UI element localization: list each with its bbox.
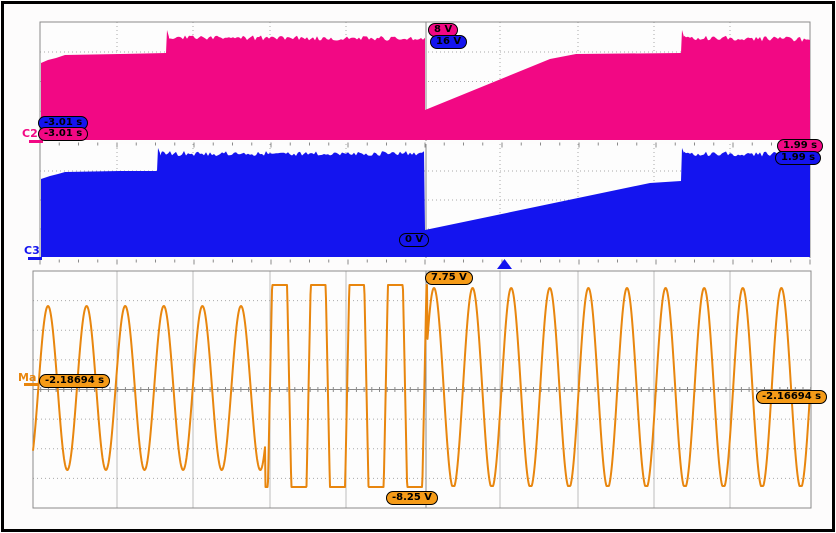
c2-waveform — [41, 30, 810, 140]
c3-position-marker[interactable] — [28, 257, 42, 260]
c3-right-time-badge[interactable]: 1.99 s — [775, 151, 822, 165]
math-right-time-badge[interactable]: -2.16694 s — [756, 390, 828, 404]
channel-label-c2[interactable]: C2 — [22, 127, 38, 140]
trigger-marker-icon — [497, 259, 512, 269]
c3-level-badge[interactable]: 16 V — [430, 35, 468, 49]
math-waveform — [32, 284, 811, 488]
math-clip-high-badge[interactable]: 7.75 V — [425, 271, 473, 285]
channel-label-c3[interactable]: C3 — [24, 244, 40, 257]
c2-left-time-badge[interactable]: -3.01 s — [38, 127, 89, 141]
math-panel-border — [32, 270, 812, 509]
c3-zero-level-badge[interactable]: 0 V — [399, 233, 430, 247]
math-left-time-badge[interactable]: -2.18694 s — [39, 374, 111, 388]
c2-position-marker[interactable] — [29, 140, 43, 143]
channel-label-ma[interactable]: Ma — [18, 371, 37, 384]
math-clip-low-badge[interactable]: -8.25 V — [386, 491, 439, 505]
c3-waveform — [41, 148, 810, 257]
ma-position-marker[interactable] — [24, 383, 38, 386]
